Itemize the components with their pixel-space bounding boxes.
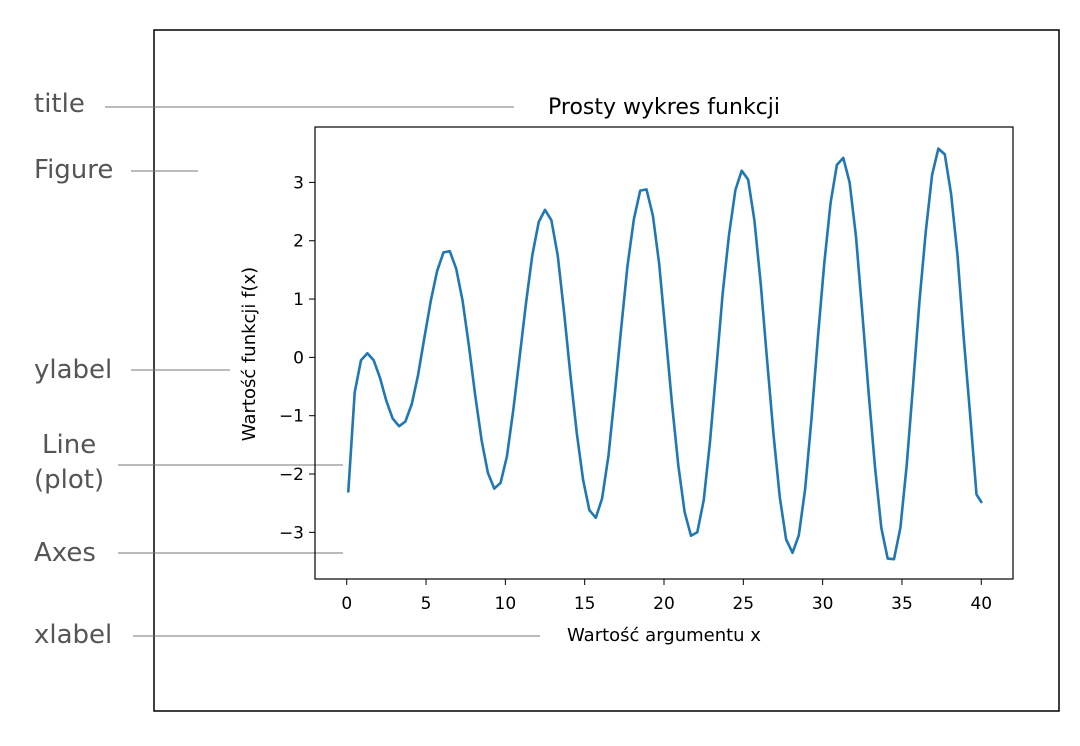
annotation-title: title xyxy=(34,89,85,119)
x-tick-label: 5 xyxy=(421,594,432,614)
x-tick-label: 40 xyxy=(970,594,992,614)
y-axis-label: Wartość funkcji f(x) xyxy=(239,267,260,441)
annotation-figure: Figure xyxy=(34,155,113,185)
y-tick-label: 0 xyxy=(293,348,304,368)
x-tick-label: 15 xyxy=(574,594,596,614)
annotation-line: Line xyxy=(42,430,96,460)
figure-frame xyxy=(153,29,1060,712)
y-tick-label: −3 xyxy=(279,523,304,543)
x-tick-label: 30 xyxy=(812,594,834,614)
annotation-ylabel: ylabel xyxy=(34,355,112,385)
x-tick-label: 35 xyxy=(891,594,913,614)
y-tick-label: 3 xyxy=(293,173,304,193)
x-axis-ticks: 0 5 10 15 20 25 30 35 40 xyxy=(341,579,992,614)
y-axis-ticks: −3 −2 −1 0 1 2 3 xyxy=(279,173,315,543)
x-tick-label: 25 xyxy=(732,594,754,614)
axes-box xyxy=(314,126,1014,580)
chart-title: Prosty wykres funkcji xyxy=(548,95,780,120)
x-tick-label: 20 xyxy=(653,594,675,614)
annotation-plot: (plot) xyxy=(34,465,104,495)
annotation-axes: Axes xyxy=(34,538,96,568)
x-axis-label: Wartość argumentu x xyxy=(567,625,761,646)
function-line xyxy=(346,147,983,561)
annotation-xlabel: xlabel xyxy=(34,620,112,650)
y-tick-label: −2 xyxy=(279,465,304,485)
x-tick-label: 10 xyxy=(495,594,517,614)
y-tick-label: −1 xyxy=(279,407,304,427)
y-tick-label: 1 xyxy=(293,290,304,310)
y-tick-label: 2 xyxy=(293,232,304,252)
x-tick-label: 0 xyxy=(341,594,352,614)
